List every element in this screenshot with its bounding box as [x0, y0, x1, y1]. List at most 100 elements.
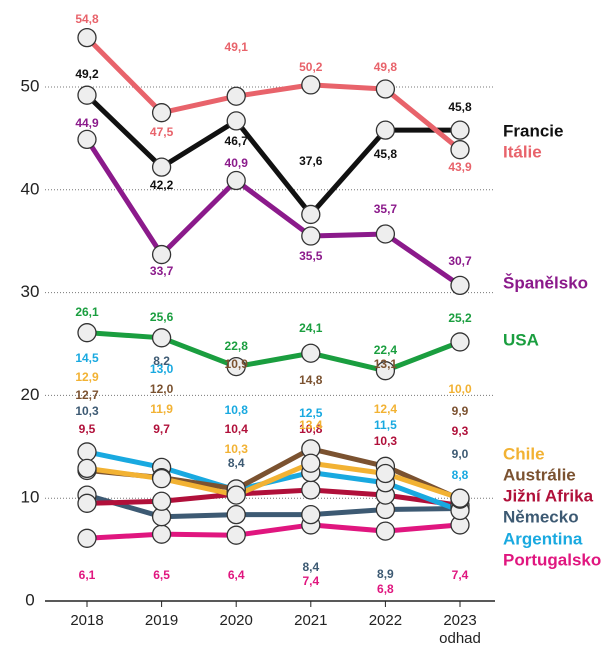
legend-label: Itálie [503, 142, 542, 161]
data-label: 8,4 [302, 560, 319, 574]
data-point [151, 157, 172, 177]
data-label: 54,8 [75, 12, 99, 26]
x-note: odhad [439, 630, 481, 645]
data-label: 10,9 [225, 357, 249, 371]
data-label: 9,9 [452, 404, 469, 418]
data-label: 9,0 [452, 447, 469, 461]
y-tick-label: 0 [25, 590, 34, 609]
data-label: 10,4 [225, 422, 249, 436]
data-point [151, 244, 172, 265]
data-label: 50,2 [299, 60, 323, 74]
data-point [77, 442, 97, 462]
legend-label: Austrálie [503, 465, 576, 484]
series-line [86, 522, 461, 541]
data-label: 49,1 [225, 40, 249, 54]
markers [77, 27, 470, 548]
data-label: 6,5 [153, 568, 170, 582]
data-label: 10,8 [225, 403, 249, 417]
data-point [450, 140, 470, 160]
data-label: 8,4 [228, 456, 245, 470]
data-label: 25,2 [448, 311, 472, 325]
data-label: 30,7 [448, 254, 472, 268]
data-label: 6,1 [79, 568, 96, 582]
data-label: 43,9 [448, 160, 472, 174]
data-point [450, 275, 470, 296]
data-label: 10,3 [374, 434, 398, 448]
data-label: 10,0 [448, 382, 472, 396]
data-label: 7,4 [302, 574, 319, 588]
legend-label: Jižní Afrika [503, 486, 594, 505]
data-point [301, 453, 321, 473]
data-point [77, 458, 97, 479]
data-point [226, 525, 246, 545]
data-label: 12,5 [299, 406, 323, 420]
data-label: 13,4 [299, 418, 323, 432]
series-line [85, 35, 462, 152]
y-tick-label: 30 [21, 282, 40, 301]
y-tick-label: 40 [21, 179, 40, 198]
data-label: 11,9 [150, 402, 173, 416]
data-label: 8,8 [452, 468, 469, 482]
data-label: 9,3 [452, 424, 469, 438]
data-label: 6,8 [377, 582, 394, 596]
data-point [151, 469, 172, 489]
data-label: 8,2 [153, 354, 170, 368]
data-label: 12,4 [374, 402, 398, 416]
data-label: 45,8 [374, 147, 398, 161]
data-point [450, 332, 470, 352]
data-point [301, 75, 321, 95]
data-label: 37,6 [299, 154, 323, 168]
data-label: 46,7 [225, 134, 249, 148]
data-point [226, 485, 246, 505]
legend-label: Španělsko [503, 273, 588, 292]
x-tick-label: 2021 [294, 612, 327, 629]
data-label: 42,2 [150, 178, 174, 192]
y-tick-label: 20 [21, 385, 40, 404]
data-point [375, 361, 396, 381]
legend-label: Chile [503, 444, 545, 463]
data-point [301, 343, 321, 363]
data-label: 8,9 [377, 567, 394, 581]
data-point [301, 204, 321, 225]
labels: 6,1 6,5 6,4 7,4 6,8 7,4 10,3 8,2 8,4 8,4 8,9 9,0 9,5… [75, 12, 472, 596]
x-tick-label: 2022 [369, 612, 402, 629]
data-label: 40,9 [225, 156, 249, 170]
data-label: 49,2 [75, 67, 99, 81]
data-label: 49,8 [374, 60, 398, 74]
data-point [226, 86, 246, 106]
data-point [301, 226, 321, 246]
data-label: 24,1 [299, 321, 323, 335]
data-label: 14,5 [75, 351, 99, 365]
data-point [450, 120, 470, 140]
data-point [375, 521, 396, 541]
data-label: 35,7 [374, 202, 398, 216]
data-label: 9,7 [153, 422, 170, 436]
data-point [151, 103, 172, 123]
data-label: 13,0 [150, 362, 174, 376]
data-point [77, 129, 97, 150]
data-label: 12,0 [150, 382, 174, 396]
data-point [301, 504, 321, 525]
series-line [84, 138, 462, 288]
y-tick-label: 50 [21, 76, 40, 95]
x-tick-label: 2019 [145, 612, 178, 629]
legend-label: Francie [503, 121, 563, 140]
data-label: 25,6 [150, 310, 174, 324]
series-line [86, 487, 461, 508]
data-label: 44,9 [75, 116, 99, 130]
data-point [151, 491, 172, 511]
data-point [375, 463, 396, 484]
data-label: 11,5 [374, 418, 397, 432]
series-line [85, 93, 460, 217]
series-line [86, 492, 461, 520]
data-label: 10,3 [75, 404, 99, 418]
data-point [450, 488, 470, 508]
y-tick-label: 10 [21, 488, 40, 507]
data-label: 26,1 [75, 305, 99, 319]
legend-label: USA [503, 330, 539, 349]
data-label: 14,8 [299, 373, 323, 387]
data-point [226, 170, 246, 191]
data-point [375, 224, 396, 244]
data-label: 12,7 [75, 388, 99, 402]
